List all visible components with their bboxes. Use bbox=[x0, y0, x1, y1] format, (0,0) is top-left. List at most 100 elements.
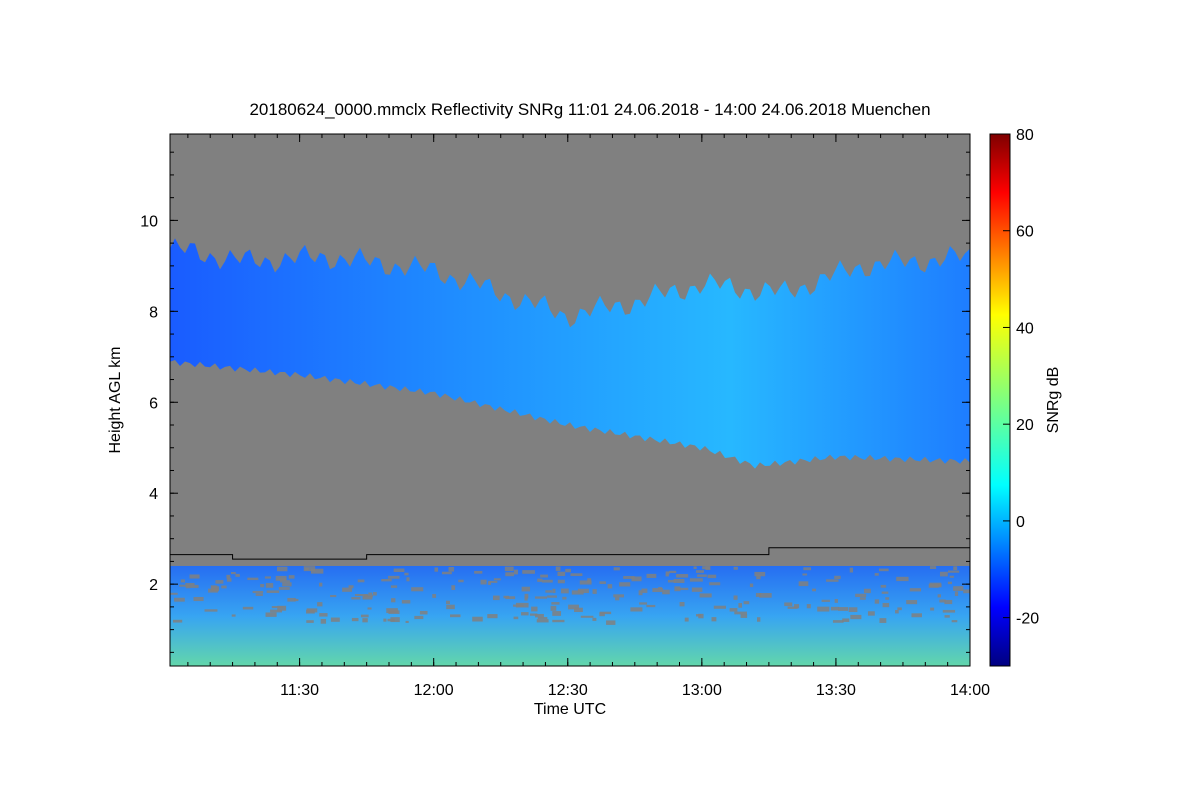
x-tick-label: 14:00 bbox=[950, 682, 990, 699]
boundary-layer-speckle bbox=[287, 597, 296, 602]
boundary-layer-speckle bbox=[260, 584, 265, 588]
boundary-layer-speckle bbox=[842, 618, 850, 622]
boundary-layer-speckle bbox=[351, 597, 361, 600]
boundary-layer-speckle bbox=[561, 588, 569, 594]
boundary-layer-speckle bbox=[929, 566, 937, 570]
boundary-layer-speckle bbox=[733, 566, 738, 570]
boundary-layer-speckle bbox=[550, 605, 557, 611]
boundary-layer-speckle bbox=[667, 579, 676, 583]
boundary-layer-speckle bbox=[280, 580, 290, 583]
boundary-layer-speckle bbox=[390, 617, 400, 623]
boundary-layer-speckle bbox=[551, 602, 560, 605]
boundary-layer-speckle bbox=[536, 619, 549, 623]
boundary-layer-speckle bbox=[185, 584, 191, 589]
boundary-layer-speckle bbox=[487, 614, 498, 619]
boundary-layer-speckle bbox=[623, 576, 635, 579]
boundary-layer-speckle bbox=[879, 618, 887, 623]
boundary-layer-speckle bbox=[419, 610, 428, 615]
boundary-layer-speckle bbox=[189, 574, 200, 579]
boundary-layer-speckle bbox=[679, 601, 685, 607]
boundary-layer-speckle bbox=[641, 588, 648, 593]
boundary-layer-speckle bbox=[646, 573, 657, 578]
cloud-layer-echo bbox=[170, 238, 970, 469]
boundary-layer-speckle bbox=[193, 596, 204, 602]
boundary-layer-speckle bbox=[557, 571, 566, 577]
boundary-layer-speckle bbox=[855, 593, 867, 598]
boundary-layer-speckle bbox=[330, 594, 337, 598]
boundary-layer-speckle bbox=[699, 593, 712, 598]
boundary-layer-speckle bbox=[709, 582, 721, 586]
boundary-layer-speckle bbox=[513, 569, 518, 575]
boundary-layer-speckle bbox=[895, 610, 899, 614]
colorbar-tick-label: 20 bbox=[1016, 417, 1034, 434]
boundary-layer-speckle bbox=[947, 581, 952, 585]
boundary-layer-speckle bbox=[802, 573, 808, 576]
boundary-layer-speckle bbox=[691, 587, 703, 592]
boundary-layer-speckle bbox=[755, 593, 762, 597]
boundary-layer-speckle bbox=[848, 607, 858, 613]
boundary-layer-speckle bbox=[189, 584, 199, 588]
x-tick-label: 13:30 bbox=[816, 682, 856, 699]
boundary-layer-speckle bbox=[411, 587, 424, 592]
boundary-layer-speckle bbox=[275, 575, 287, 581]
boundary-layer-speckle bbox=[547, 595, 557, 598]
boundary-layer-speckle bbox=[170, 592, 178, 595]
boundary-layer-speckle bbox=[434, 567, 439, 572]
boundary-layer-speckle bbox=[740, 613, 748, 618]
boundary-layer-speckle bbox=[874, 573, 879, 576]
y-tick-label: 8 bbox=[149, 304, 158, 321]
boundary-layer-speckle bbox=[599, 581, 606, 585]
boundary-layer-speckle bbox=[638, 590, 643, 596]
boundary-layer-speckle bbox=[446, 600, 450, 604]
threshold-line bbox=[170, 547, 970, 560]
boundary-layer-speckle bbox=[357, 579, 365, 583]
boundary-layer-speckle bbox=[571, 590, 584, 595]
boundary-layer-speckle bbox=[472, 616, 483, 622]
boundary-layer-speckle bbox=[513, 616, 519, 620]
boundary-layer-speckle bbox=[953, 586, 964, 591]
boundary-layer-speckle bbox=[885, 597, 890, 600]
boundary-layer-speckle bbox=[565, 568, 572, 573]
boundary-layer-speckle bbox=[806, 604, 811, 609]
boundary-layer-speckle bbox=[838, 607, 849, 611]
boundary-layer-speckle bbox=[896, 576, 909, 582]
colorbar-tick-label: 0 bbox=[1016, 514, 1025, 531]
boundary-layer-speckle bbox=[939, 571, 948, 577]
chart-title: 20180624_0000.mmclx Reflectivity SNRg 11… bbox=[249, 100, 930, 119]
boundary-layer-speckle bbox=[832, 620, 844, 623]
boundary-layer-speckle bbox=[756, 574, 761, 580]
boundary-layer-speckle bbox=[963, 589, 970, 594]
boundary-layer-speckle bbox=[215, 580, 224, 584]
boundary-layer-speckle bbox=[317, 602, 323, 607]
boundary-layer-speckle bbox=[830, 606, 840, 611]
boundary-layer-speckle bbox=[493, 595, 500, 601]
boundary-layer-speckle bbox=[310, 568, 324, 574]
boundary-layer-speckle bbox=[619, 582, 631, 587]
boundary-layer-speckle bbox=[930, 607, 935, 611]
boundary-layer-speckle bbox=[414, 615, 424, 620]
boundary-layer-speckle bbox=[787, 606, 798, 609]
boundary-layer-speckle bbox=[541, 579, 553, 583]
boundary-layer-speckle bbox=[834, 599, 838, 603]
boundary-layer-speckle bbox=[878, 568, 889, 572]
boundary-layer-speckle bbox=[713, 605, 726, 609]
boundary-layer-speckle bbox=[658, 587, 663, 590]
boundary-layer-speckle bbox=[863, 588, 871, 594]
boundary-layer-speckle bbox=[388, 575, 400, 579]
boundary-layer-speckle bbox=[707, 574, 717, 579]
boundary-layer-speckle bbox=[230, 571, 236, 575]
boundary-layer-speckle bbox=[592, 617, 597, 621]
boundary-layer-echo bbox=[170, 565, 970, 666]
y-tick-label: 10 bbox=[140, 213, 158, 230]
boundary-layer-speckle bbox=[673, 579, 685, 583]
colorbar-tick-label: 80 bbox=[1016, 127, 1034, 144]
boundary-layer-speckle bbox=[630, 607, 643, 612]
boundary-layer-speckle bbox=[631, 576, 642, 582]
boundary-layer-speckle bbox=[949, 575, 954, 578]
boundary-layer-speckle bbox=[665, 573, 669, 577]
boundary-layer-speckle bbox=[574, 607, 583, 613]
x-tick-label: 11:30 bbox=[280, 682, 319, 699]
boundary-layer-speckle bbox=[360, 614, 369, 618]
boundary-layer-speckle bbox=[521, 586, 531, 592]
boundary-layer-speckle bbox=[221, 585, 227, 589]
